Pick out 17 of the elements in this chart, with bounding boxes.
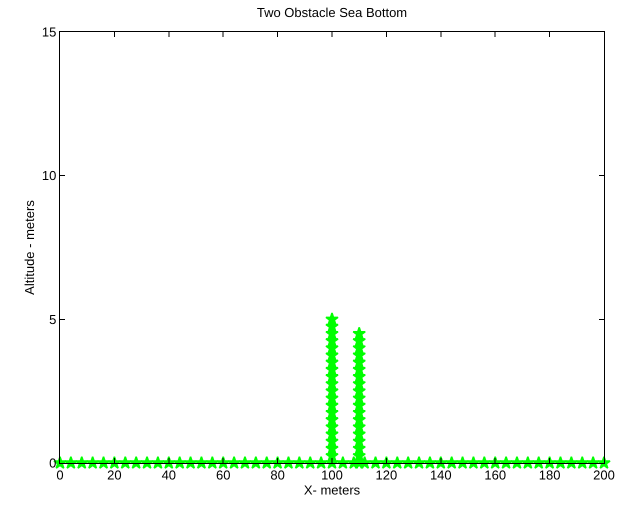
y-tick-label: 10 — [42, 168, 56, 184]
x-tick-label: 120 — [376, 468, 398, 483]
x-tick-label: 20 — [107, 468, 122, 483]
x-tick-label: 160 — [484, 468, 506, 483]
y-tick-label: 15 — [42, 24, 56, 40]
chart-title: Two Obstacle Sea Bottom — [256, 4, 408, 20]
y-tick-label: 5 — [49, 312, 56, 327]
x-tick-label: 140 — [430, 468, 452, 483]
x-tick-label: 80 — [270, 468, 285, 483]
x-tick-label: 100 — [321, 468, 343, 483]
y-tick-label: 0 — [49, 456, 56, 471]
y-axis-title: Altitude - meters — [22, 200, 37, 295]
x-tick-label: 60 — [216, 468, 230, 483]
x-tick-label: 40 — [162, 468, 176, 483]
x-axis-title: X- meters — [304, 482, 361, 498]
x-tick-label: 180 — [538, 468, 560, 483]
x-tick-label: 200 — [593, 468, 615, 483]
